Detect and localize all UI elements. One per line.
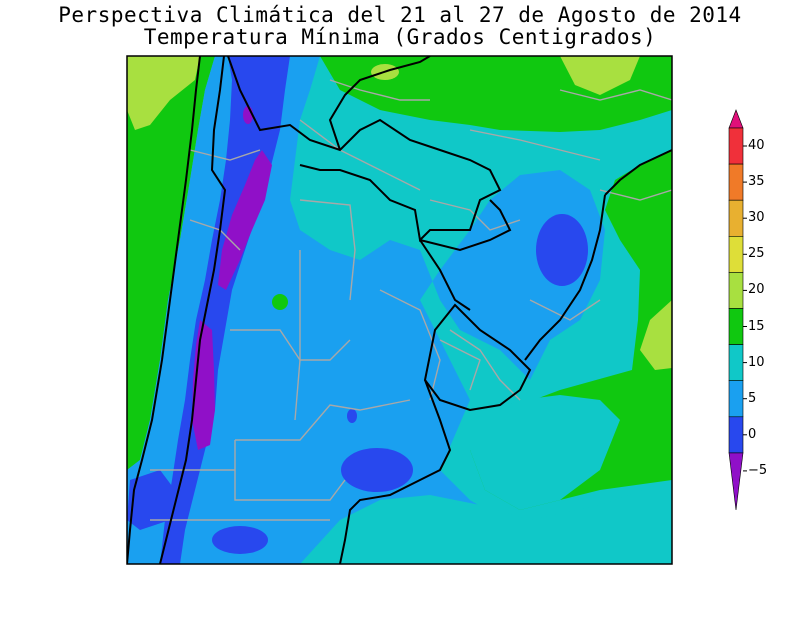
colorbar-tick-label: 20 [748,282,765,298]
colorbar-top-arrow [728,109,744,129]
country-borders [127,56,672,564]
colorbar-segment [728,163,744,201]
colorbar-tick-label: 40 [748,138,765,153]
map-frame [126,55,673,565]
province-borders [150,79,672,521]
colorbar-tick-label: −5 [748,462,768,478]
map-title: Perspectiva Climática del 21 al 27 de Ag… [58,3,742,27]
map-field [127,56,672,564]
colorbar-tick-label: 5 [748,390,757,406]
field-5-to-10-coast [470,395,620,510]
colorbar-segment [728,380,744,418]
field-10-to-15-pacific [127,56,215,470]
field-minus5-to-0-pampa [341,448,413,492]
field-15-to-20-north [560,56,640,95]
field-minus5-to-0-patagonia [212,526,268,554]
colorbar [728,109,747,511]
colorbar-segment [728,416,744,454]
colorbar-segment [728,344,744,382]
colorbar-bottom-arrow [728,452,744,511]
field-15-to-20-west [127,56,200,130]
colorbar-tick-label: 30 [748,210,765,226]
field-below-minus5-north [218,150,272,290]
colorbar-segment [728,127,744,165]
colorbar-tick-label: 35 [748,174,765,190]
field-minus5-to-0-brazil [536,214,588,286]
field-minus5-to-0-spot [347,409,357,423]
map-subtitle: Temperatura Mínima (Grados Centigrados) [143,25,657,49]
colorbar-tick-label: 25 [748,246,765,262]
colorbar-segment [728,272,744,309]
field-10-to-15-spot [272,294,288,310]
colorbar-tick-label: 10 [748,354,765,370]
field-5-to-10-south [300,480,672,564]
boundaries [127,56,672,564]
colorbar-segment [728,199,744,237]
colorbar-tick-label: 15 [748,318,765,334]
colorbar-segment [728,236,744,273]
field-15-to-20-east [640,300,672,370]
colorbar-tick-label: 0 [748,426,757,442]
colorbar-segment [728,308,744,345]
field-minus5-to-0-south [127,470,175,530]
